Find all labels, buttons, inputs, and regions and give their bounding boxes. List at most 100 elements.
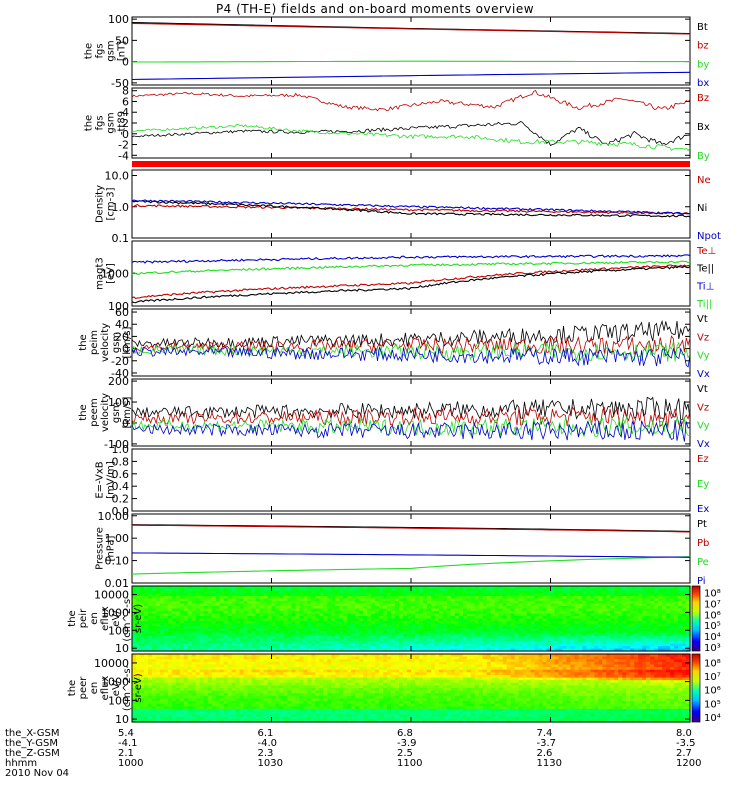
heatmap-cell: [251, 631, 257, 635]
heatmap-cell: [223, 611, 229, 615]
heatmap-cell: [590, 598, 595, 602]
heatmap-cell: [546, 623, 552, 627]
heatmap-cell: [662, 616, 667, 620]
heatmap-cell: [327, 669, 332, 673]
heatmap-cell: [287, 616, 293, 620]
heatmap-cell: [422, 588, 428, 592]
heatmap-cell: [183, 661, 189, 666]
heatmap-cell: [506, 603, 512, 607]
heatmap-cell: [159, 596, 165, 600]
heatmap-cell: [466, 601, 472, 605]
heatmap-cell: [418, 621, 424, 625]
heatmap-cell: [155, 646, 161, 650]
heatmap-cell: [399, 623, 404, 627]
heatmap-cell: [498, 591, 504, 595]
heatmap-cell: [255, 674, 261, 679]
panel-frame: [131, 448, 691, 512]
heatmap-cell: [582, 623, 587, 627]
heatmap-cell: [207, 603, 213, 607]
heatmap-cell: [454, 664, 460, 668]
series-line-by: [132, 60, 690, 63]
heatmap-cell: [594, 654, 599, 658]
heatmap-cell: [582, 606, 587, 610]
heatmap-cell: [335, 608, 340, 612]
heatmap-cell: [470, 641, 476, 645]
heatmap-cell: [514, 656, 520, 660]
heatmap-cell: [343, 664, 348, 668]
heatmap-cell: [323, 631, 328, 635]
heatmap-cell: [187, 593, 193, 597]
heatmap-cell: [375, 608, 380, 612]
heatmap-cell: [187, 636, 193, 640]
y-tick-label: 0.1: [112, 232, 130, 245]
heatmap-cell: [207, 611, 213, 615]
heatmap-cell: [430, 628, 436, 632]
heatmap-cell: [291, 633, 297, 637]
heatmap-cell: [371, 674, 376, 679]
heatmap-cell: [542, 628, 548, 632]
heatmap-cell: [438, 656, 444, 660]
heatmap-cell: [562, 591, 568, 595]
heatmap-cell: [195, 664, 201, 668]
heatmap-cell: [203, 661, 209, 666]
heatmap-cell: [375, 591, 380, 595]
heatmap-cell: [602, 611, 607, 615]
heatmap-cell: [147, 656, 153, 660]
heatmap-cell: [478, 667, 484, 671]
heatmap-cell: [187, 643, 193, 647]
heatmap-cell: [323, 593, 328, 597]
heatmap-cell: [686, 667, 691, 671]
heatmap-cell: [542, 623, 548, 627]
heatmap-cell: [299, 608, 304, 612]
heatmap-cell: [494, 606, 500, 610]
heatmap-cell: [550, 638, 556, 642]
heatmap-cell: [606, 593, 611, 597]
heatmap-cell: [626, 656, 631, 660]
heatmap-cell: [434, 608, 440, 612]
heatmap-cell: [654, 648, 659, 652]
heatmap-cell: [379, 672, 384, 676]
heatmap-cell: [151, 621, 157, 625]
heatmap-cell: [562, 608, 568, 612]
heatmap-cell: [614, 616, 619, 620]
heatmap-cell: [379, 593, 384, 597]
heatmap-cell: [542, 656, 548, 660]
heatmap-cell: [622, 636, 627, 640]
heatmap-cell: [618, 633, 623, 637]
heatmap-cell: [670, 616, 675, 620]
heatmap-cell: [395, 667, 400, 671]
heatmap-cell: [542, 643, 548, 647]
heatmap-cell: [626, 654, 631, 658]
heatmap-cell: [442, 616, 448, 620]
heatmap-cell: [430, 626, 436, 630]
heatmap-cell: [650, 659, 655, 663]
heatmap-cell: [626, 591, 631, 595]
legend-entry: by: [697, 59, 709, 70]
heatmap-cell: [530, 654, 536, 658]
heatmap-cell: [682, 603, 687, 607]
heatmap-cell: [403, 626, 408, 630]
heatmap-cell: [219, 606, 225, 610]
heatmap-cell: [303, 667, 308, 671]
heatmap-cell: [335, 606, 340, 610]
heatmap-cell: [287, 664, 293, 668]
heatmap-cell: [578, 638, 583, 642]
heatmap-cell: [275, 636, 281, 640]
heatmap-cell: [132, 588, 137, 592]
heatmap-cell: [227, 646, 233, 650]
heatmap-cell: [430, 593, 436, 597]
heatmap-cell: [438, 669, 444, 673]
heatmap-cell: [331, 586, 336, 590]
heatmap-cell: [215, 643, 221, 647]
heatmap-cell: [682, 661, 687, 666]
heatmap-cell: [522, 636, 528, 640]
heatmap-cell: [622, 631, 627, 635]
heatmap-cell: [411, 613, 416, 617]
heatmap-cell: [618, 654, 623, 658]
heatmap-cell: [574, 608, 579, 612]
heatmap-cell: [227, 636, 233, 640]
heatmap-cell: [662, 593, 667, 597]
heatmap-cell: [203, 633, 209, 637]
heatmap-cell: [147, 638, 153, 642]
